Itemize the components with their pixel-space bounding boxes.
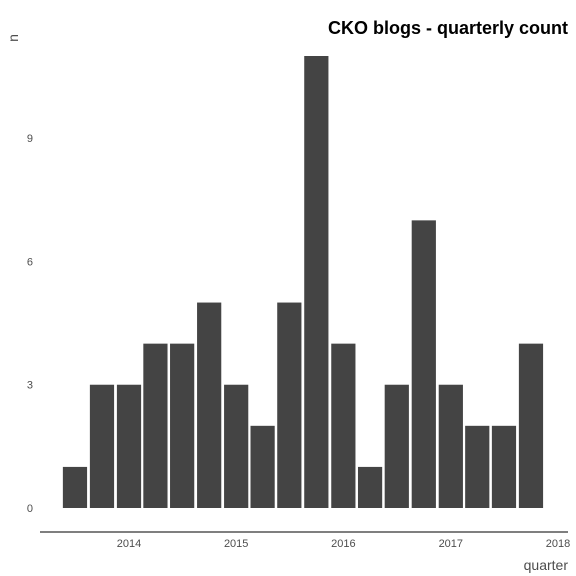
bar-2014-Q4 — [197, 302, 222, 508]
bar-2016-Q3 — [384, 384, 409, 508]
bar-2014-Q2 — [143, 343, 168, 508]
bar-2016-Q2 — [357, 466, 383, 508]
bar-2014-Q1 — [116, 384, 142, 508]
x-tick-label: 2014 — [117, 538, 141, 550]
bar-2013-Q4 — [89, 384, 115, 508]
bar-2015-Q2 — [250, 425, 275, 508]
bar-2014-Q3 — [170, 343, 195, 508]
bars-group — [62, 56, 544, 509]
bar-2017-Q4 — [518, 343, 544, 508]
x-tick-label: 2017 — [439, 538, 463, 550]
bar-2017-Q3 — [491, 425, 517, 508]
x-tick-label: 2016 — [331, 538, 355, 550]
y-tick-label: 0 — [27, 503, 33, 515]
x-axis-title: quarter — [524, 557, 569, 573]
x-tick-label: 2015 — [224, 538, 248, 550]
chart-title: CKO blogs - quarterly count — [328, 18, 568, 38]
x-axis-ticks: 2014 2015 2016 2017 2018 — [117, 538, 570, 550]
bar-2015-Q1 — [224, 384, 249, 508]
bar-2017-Q2 — [465, 425, 490, 508]
bar-2015-Q4 — [304, 56, 329, 508]
bar-2016-Q1 — [331, 343, 356, 508]
x-tick-label: 2018 — [546, 538, 570, 550]
y-tick-label: 6 — [27, 256, 33, 268]
bar-2015-Q3 — [277, 302, 302, 508]
y-axis-ticks: 0 3 6 9 — [27, 133, 33, 515]
bar-2016-Q4 — [411, 220, 436, 509]
y-tick-label: 3 — [27, 380, 33, 392]
y-axis-title: n — [5, 34, 21, 42]
bar-2013-Q3 — [62, 466, 88, 508]
y-tick-label: 9 — [27, 133, 33, 145]
bar-2017-Q1 — [438, 384, 463, 508]
